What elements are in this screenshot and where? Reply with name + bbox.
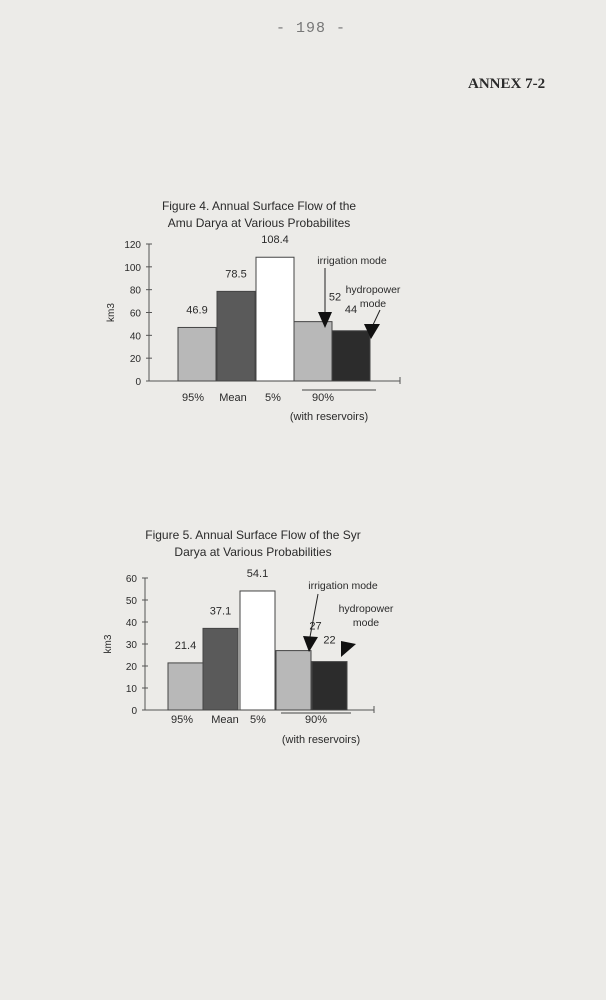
annex-label: ANNEX 7-2: [468, 76, 546, 92]
y-tick-label: 10: [126, 684, 138, 695]
bar: [331, 330, 371, 382]
figure-5-title-line-2: Darya at Various Probabilities: [174, 545, 332, 559]
figure-5-title: Figure 5. Annual Surface Flow of the Syr…: [118, 527, 388, 561]
irrigation-arrow-head: [303, 636, 318, 652]
group-sublabel: (with reservoirs): [282, 734, 360, 746]
category-label: Mean: [211, 714, 239, 726]
data-label: 108.4: [261, 234, 289, 246]
y-tick-label: 0: [135, 377, 141, 388]
y-tick-label: 20: [126, 662, 138, 673]
data-label: 22: [323, 635, 335, 647]
data-label: 46.9: [186, 304, 207, 316]
category-label: 90%: [312, 392, 334, 404]
hydropower-arrow-head: [341, 641, 356, 657]
figure-5-title-line-1: Figure 5. Annual Surface Flow of the Syr: [145, 528, 361, 542]
bar: [202, 627, 239, 711]
bar: [167, 662, 204, 711]
y-tick-label: 0: [131, 706, 137, 717]
group-sublabel: (with reservoirs): [290, 411, 368, 423]
data-label: 21.4: [175, 640, 196, 652]
figure-4-title-line-2: Amu Darya at Various Probabilites: [167, 216, 351, 230]
hydropower-mode-annotation: hydropower: [346, 284, 401, 296]
irrigation-arrow-head: [318, 312, 332, 328]
data-label: 37.1: [210, 605, 231, 617]
y-tick-label: 20: [130, 354, 142, 365]
data-label: 52: [329, 292, 341, 304]
category-label: 5%: [250, 714, 266, 726]
category-label: 90%: [305, 714, 327, 726]
hydropower-mode-annotation: mode: [360, 298, 386, 310]
y-tick-label: 40: [126, 618, 138, 629]
figure-4-title-line-1: Figure 4. Annual Surface Flow of the: [161, 199, 357, 213]
bar: [216, 290, 256, 382]
bar: [275, 650, 312, 711]
y-tick-label: 120: [124, 240, 141, 251]
category-label: 5%: [265, 392, 281, 404]
irrigation-mode-annotation: irrigation mode: [317, 255, 387, 267]
data-label: 78.5: [225, 268, 246, 280]
bar: [177, 326, 217, 382]
category-label: Mean: [219, 392, 247, 404]
y-tick-label: 100: [124, 263, 141, 274]
page-number: - 198 -: [276, 20, 347, 37]
y-tick-label: 50: [126, 596, 138, 607]
category-label: 95%: [171, 714, 193, 726]
y-axis-label: km3: [103, 634, 114, 653]
hydropower-arrow-head: [364, 324, 380, 339]
bar: [255, 256, 295, 382]
bar: [239, 590, 276, 711]
y-tick-label: 60: [126, 574, 138, 585]
y-tick-label: 60: [130, 309, 142, 320]
bar: [311, 661, 348, 711]
hydropower-mode-annotation: mode: [353, 617, 379, 629]
figure-4-title: Figure 4. Annual Surface Flow of the Amu…: [128, 198, 390, 232]
data-label: 54.1: [247, 568, 268, 580]
category-label: 95%: [182, 392, 204, 404]
irrigation-arrow-line: [309, 593, 319, 638]
hydropower-mode-annotation: hydropower: [339, 603, 394, 615]
y-axis-label: km3: [106, 303, 117, 322]
y-tick-label: 40: [130, 331, 142, 342]
irrigation-mode-annotation: irrigation mode: [308, 580, 378, 592]
y-tick-label: 80: [130, 286, 142, 297]
y-tick-label: 30: [126, 640, 138, 651]
data-label: 44: [345, 304, 357, 316]
